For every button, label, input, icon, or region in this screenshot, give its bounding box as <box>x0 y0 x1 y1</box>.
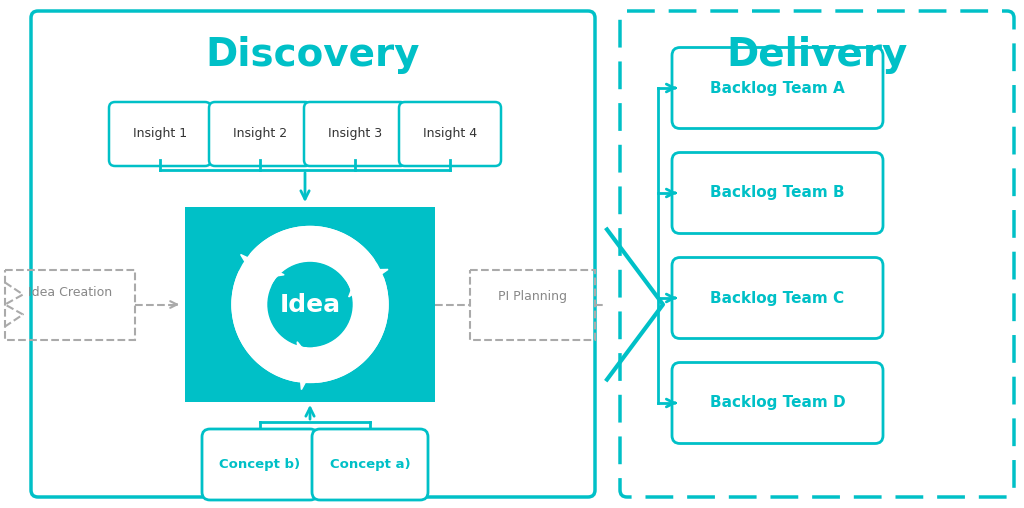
Text: Insight 1: Insight 1 <box>133 128 187 141</box>
FancyBboxPatch shape <box>109 102 211 166</box>
Text: Discovery: Discovery <box>206 36 420 74</box>
Circle shape <box>232 227 388 383</box>
Polygon shape <box>250 227 374 280</box>
Text: Backlog Team B: Backlog Team B <box>711 185 845 201</box>
FancyBboxPatch shape <box>31 11 595 497</box>
FancyBboxPatch shape <box>399 102 501 166</box>
Polygon shape <box>232 272 303 382</box>
Text: Delivery: Delivery <box>726 36 907 74</box>
Polygon shape <box>241 255 284 279</box>
FancyBboxPatch shape <box>672 363 883 443</box>
FancyBboxPatch shape <box>312 429 428 500</box>
Bar <box>470 270 595 339</box>
Text: Concept b): Concept b) <box>219 458 301 471</box>
Text: Concept a): Concept a) <box>330 458 411 471</box>
Text: Backlog Team D: Backlog Team D <box>710 396 846 410</box>
FancyBboxPatch shape <box>672 258 883 338</box>
Text: Insight 4: Insight 4 <box>423 128 477 141</box>
FancyBboxPatch shape <box>672 152 883 234</box>
Circle shape <box>268 263 352 346</box>
Text: PI Planning: PI Planning <box>498 290 567 303</box>
FancyBboxPatch shape <box>620 11 1014 497</box>
Polygon shape <box>297 342 315 390</box>
Bar <box>185 207 435 402</box>
FancyBboxPatch shape <box>202 429 318 500</box>
Text: Idea Creation: Idea Creation <box>28 286 112 299</box>
FancyBboxPatch shape <box>672 48 883 129</box>
Bar <box>5 270 135 339</box>
FancyBboxPatch shape <box>304 102 406 166</box>
Text: Insight 2: Insight 2 <box>232 128 287 141</box>
Text: Insight 3: Insight 3 <box>328 128 382 141</box>
FancyBboxPatch shape <box>209 102 311 166</box>
Polygon shape <box>313 278 388 382</box>
Circle shape <box>268 263 352 346</box>
Text: Backlog Team A: Backlog Team A <box>710 80 845 96</box>
Text: Backlog Team C: Backlog Team C <box>711 291 845 305</box>
Polygon shape <box>348 269 388 297</box>
Text: Idea: Idea <box>280 293 341 316</box>
